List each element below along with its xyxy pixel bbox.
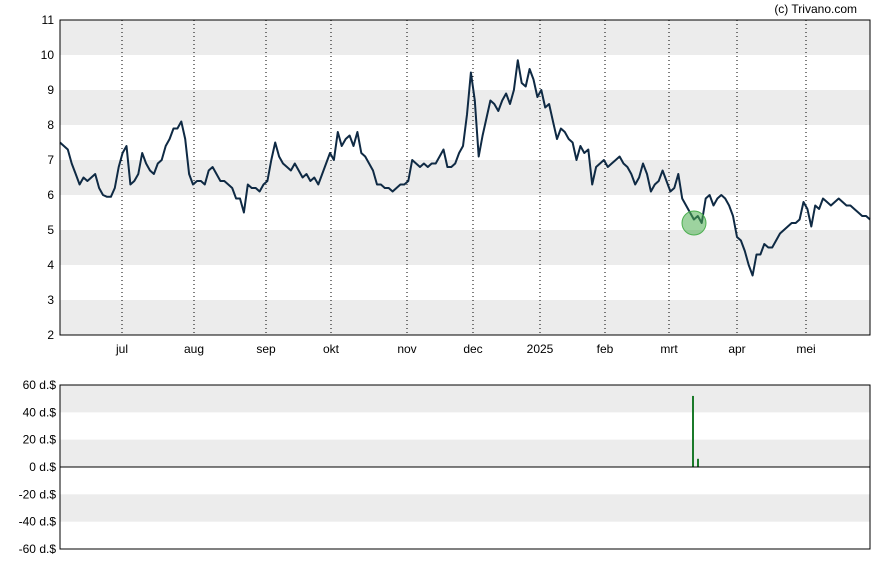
price-y-tick-label: 10 bbox=[41, 48, 55, 62]
month-tick-label: apr bbox=[728, 342, 745, 356]
volume-band bbox=[60, 385, 870, 413]
month-tick-label: mei bbox=[796, 342, 815, 356]
month-tick-label: okt bbox=[323, 342, 340, 356]
price-y-tick-label: 9 bbox=[47, 83, 54, 97]
volume-y-tick-label: 60 d.$ bbox=[23, 378, 57, 392]
volume-y-tick-label: 0 d.$ bbox=[29, 460, 56, 474]
volume-y-tick-label: 40 d.$ bbox=[23, 405, 57, 419]
month-tick-label: mrt bbox=[660, 342, 678, 356]
volume-y-axis: 60 d.$ 40 d.$ 20 d.$ 0 d.$ -20 d.$ -40 d.$ -60… bbox=[19, 378, 57, 556]
credit-label: (c) Trivano.com bbox=[774, 2, 857, 16]
price-band bbox=[60, 20, 870, 55]
price-line-series bbox=[59, 59, 871, 277]
month-tick-label: sep bbox=[256, 342, 276, 356]
month-tick-label: jul bbox=[115, 342, 128, 356]
month-tick-label: nov bbox=[397, 342, 416, 356]
volume-y-tick-label: -40 d.$ bbox=[19, 515, 57, 529]
price-y-tick-label: 4 bbox=[47, 258, 54, 272]
volume-chart-frame bbox=[59, 384, 871, 550]
volume-chart-bands bbox=[60, 385, 870, 522]
month-tick-label: aug bbox=[184, 342, 204, 356]
price-y-tick-label: 5 bbox=[47, 223, 54, 237]
price-y-tick-label: 7 bbox=[47, 153, 54, 167]
volume-band bbox=[60, 494, 870, 522]
month-tick-label: feb bbox=[597, 342, 614, 356]
month-tick-label: dec bbox=[463, 342, 482, 356]
price-chart-bands bbox=[60, 20, 870, 335]
price-band bbox=[60, 90, 870, 125]
price-y-axis: 2 3 4 5 6 7 8 9 10 11 bbox=[41, 13, 55, 342]
price-line bbox=[59, 59, 871, 277]
price-y-tick-label: 3 bbox=[47, 293, 54, 307]
price-y-tick-label: 6 bbox=[47, 188, 54, 202]
volume-bars bbox=[692, 395, 699, 467]
price-chart-frame bbox=[59, 19, 871, 336]
price-band bbox=[60, 300, 870, 335]
price-band bbox=[60, 160, 870, 195]
price-highlight-marker bbox=[681, 210, 707, 236]
price-y-tick-label: 11 bbox=[42, 13, 55, 27]
price-x-axis: jul aug sep okt nov dec 2025 feb mrt apr mei bbox=[115, 342, 816, 356]
price-band bbox=[60, 230, 870, 265]
highlight-marker-circle bbox=[681, 210, 707, 236]
price-y-tick-label: 8 bbox=[47, 118, 54, 132]
volume-y-tick-label: -60 d.$ bbox=[19, 542, 57, 556]
price-chart-vertical-gridlines bbox=[121, 20, 807, 335]
month-tick-label: 2025 bbox=[527, 342, 554, 356]
volume-band bbox=[60, 439, 870, 467]
price-y-tick-label: 2 bbox=[47, 328, 54, 342]
volume-y-tick-label: 20 d.$ bbox=[23, 433, 57, 447]
volume-y-tick-label: -20 d.$ bbox=[19, 487, 57, 501]
